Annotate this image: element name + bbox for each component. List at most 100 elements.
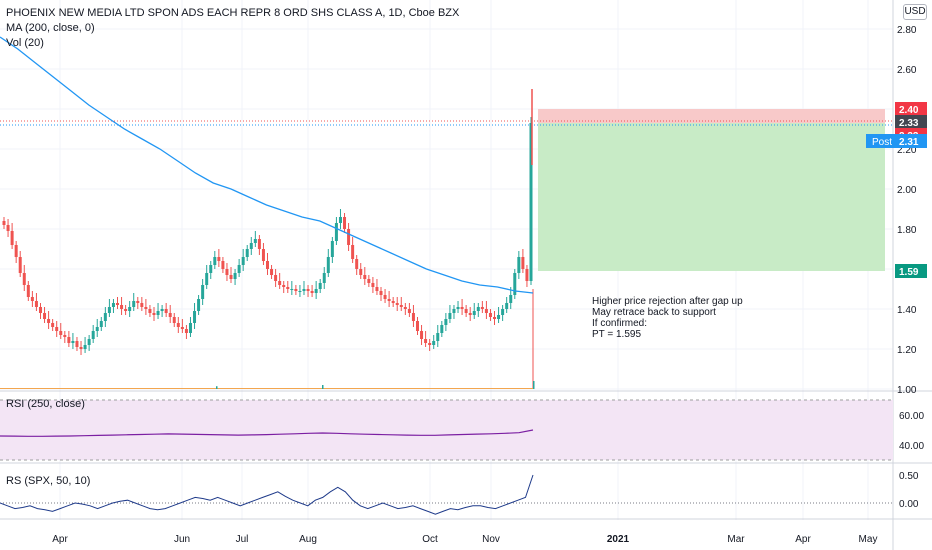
candle [517,251,521,279]
price-badge: 2.31 Post [866,134,927,148]
price-tick-label: 2.80 [897,25,917,36]
candle [452,305,456,319]
candle-body [99,321,103,327]
candle [2,217,6,229]
candle-body [152,313,156,315]
candle-body [237,265,241,273]
candle-body [266,261,269,269]
candle-body [493,317,497,319]
candle-body [201,285,205,299]
candle [476,303,480,317]
candle-body [403,307,407,309]
trade-note: Higher price rejection after gap up May … [592,296,743,340]
candle-body [505,303,509,309]
volume-bar [533,381,535,389]
candle [420,325,424,345]
candle [436,325,440,347]
candle-body [261,249,265,261]
candle [501,305,505,321]
candle-body [221,261,225,269]
candle-body [55,327,59,331]
price-tick-label: 2.60 [897,65,917,76]
candle-body [428,343,432,345]
candle [391,297,395,307]
rsi-band [0,400,893,460]
candle [395,297,399,311]
candle [484,301,488,319]
candle-body [63,335,67,337]
candle [197,295,201,315]
candle [91,325,95,343]
candle [306,285,310,297]
candle [415,317,419,335]
candle-body [107,307,111,313]
candle-body [343,217,347,229]
candle-body [415,321,419,331]
candle [387,291,391,307]
candle [132,293,136,311]
time-tick-label: Mar [727,534,745,545]
candle-body [111,303,115,307]
candle-body [294,289,298,291]
candle-body [326,257,330,273]
note-line: May retrace back to support [592,307,716,318]
candle-body [359,269,363,275]
candle [456,301,460,313]
candle [298,285,302,297]
candle [184,325,188,339]
candle-body [395,303,399,305]
candle [428,339,432,351]
candle-body [225,269,229,275]
candle [274,269,278,287]
candle [294,285,298,295]
candle-body [476,307,480,311]
candle-body [298,291,302,292]
candle [26,281,30,301]
candle-body [274,275,278,281]
price-tick-label: 2.20 [897,145,917,156]
candle [379,287,383,301]
currency-button[interactable]: USD [903,4,927,20]
candle [245,245,249,261]
candle [201,279,205,305]
ma-200-line [0,36,534,294]
candle [338,209,342,229]
price-tick-label: 1.20 [897,345,917,356]
candle-body [75,341,79,347]
price-badge-text: 2.33 [899,118,919,129]
candle [140,297,144,311]
candle-body [26,285,30,297]
candle-body [140,303,144,307]
volume-bar [322,385,324,389]
candle-body [363,275,367,279]
candle [55,321,59,337]
price-badge-bg [895,102,927,116]
candle [43,307,47,323]
ma-legend[interactable]: MA (200, close, 0) [6,22,95,34]
rsi-tick-label: 40.00 [899,441,924,452]
candle-body [347,229,351,245]
candle-body [148,309,152,313]
post-tag-bg [866,134,895,148]
candle [351,237,355,263]
time-tick-label: Jul [236,534,249,545]
candle-body [160,309,164,311]
candle [180,319,184,333]
candle [343,213,347,233]
rsi-legend: RSI (250, close) [6,398,85,410]
candle [468,307,472,321]
candle-body [193,311,197,323]
candle-body [302,289,306,291]
candle [509,287,513,309]
candle-body [529,123,533,281]
candle [488,309,492,321]
candle [6,219,10,237]
candle [116,297,120,309]
candle-body [509,295,513,303]
candle [493,311,497,325]
candle [128,301,132,317]
candle [253,231,257,247]
candle-body [47,319,51,323]
vol-legend[interactable]: Vol (20) [6,37,44,49]
